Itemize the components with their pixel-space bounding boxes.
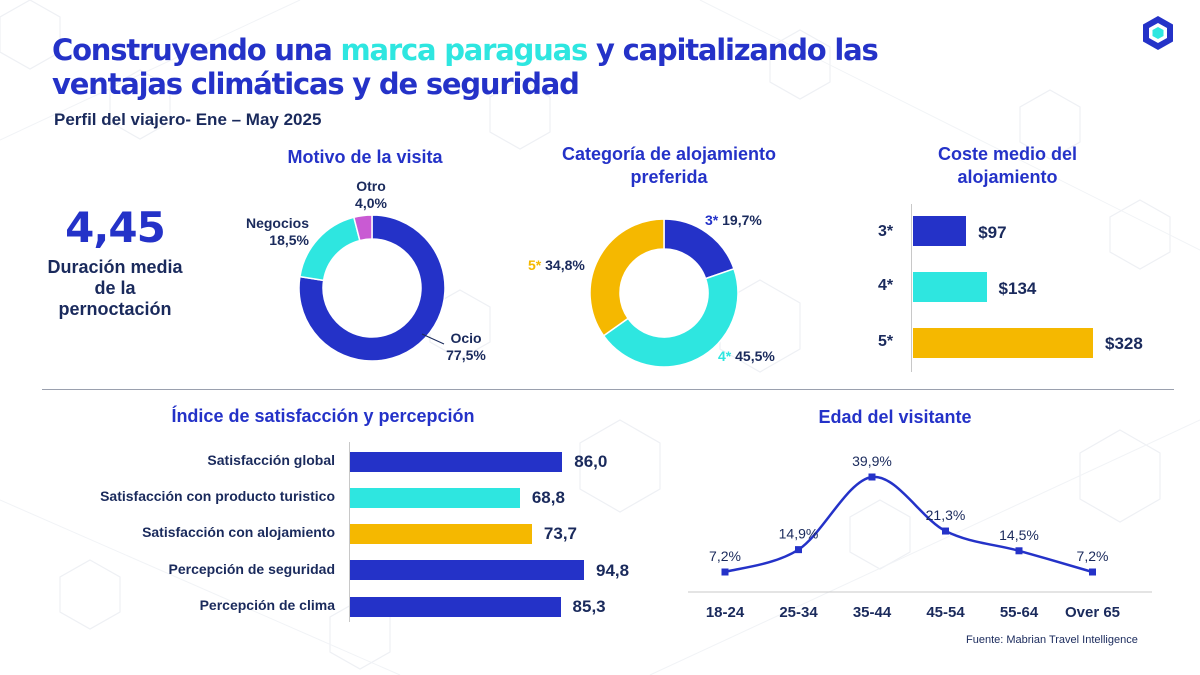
accommodation-category-donut (589, 218, 739, 368)
satisfaction-value-accommodation: 73,7 (543, 524, 577, 543)
satisfaction-label-accommodation: Satisfacción con alojamiento (142, 524, 335, 540)
cost-bar-3-star (913, 216, 967, 246)
visit-reason-title: Motivo de la visita (287, 147, 443, 167)
title-part-1: Construyendo una (52, 33, 341, 67)
label-3-star-value: 19,7% (722, 212, 762, 228)
age-point-35-44 (868, 473, 876, 481)
satisfaction-label-security: Percepción de seguridad (168, 561, 336, 577)
age-value-label-25-34: 14,9% (779, 526, 819, 542)
age-point-45-54 (942, 527, 949, 535)
label-5-star: 5* 34,8% (528, 257, 585, 274)
age-point-55-64 (1015, 547, 1023, 555)
age-tick-45-54: 45-54 (926, 604, 965, 621)
brand-logo-icon (1143, 16, 1173, 50)
label-ocio: Ocio 77,5% (442, 330, 490, 364)
satisfaction-bar-accommodation (350, 524, 532, 544)
page-title-line-2: ventajas climáticas y de seguridad (52, 67, 580, 101)
label-3-star-name: 3* (705, 212, 719, 228)
satisfaction-bar-global (350, 452, 563, 472)
label-negocios-name: Negocios (245, 215, 309, 231)
stay-duration-value: 4,45 (65, 203, 166, 252)
accommodation-slice-4 (602, 267, 739, 368)
age-value-label-45-54: 21,3% (926, 507, 966, 523)
satisfaction-label-global: Satisfacción global (207, 452, 335, 468)
visit-reason-slice-ocio (298, 214, 446, 362)
accommodation-cost-title: Coste medio del alojamiento (937, 144, 1078, 187)
age-point-over-65 (1089, 568, 1096, 576)
satisfaction-bar-climate (350, 597, 561, 617)
title-part-2: y capitalizando las (587, 33, 879, 67)
age-tick-35-44: 35-44 (853, 604, 892, 621)
cost-value-5-star: $328 (1105, 334, 1143, 353)
section-divider (42, 389, 1174, 390)
age-value-label-55-64: 14,5% (999, 527, 1039, 543)
stay-duration-label: Duración media de la pernoctación (47, 257, 183, 319)
page-subtitle: Perfil del viajero- Ene – May 2025 (54, 110, 322, 129)
source-note: Fuente: Mabrian Travel Intelligence (966, 634, 1138, 646)
cost-category-4-star: 4* (878, 277, 894, 294)
label-negocios-value: 18,5% (269, 232, 309, 248)
label-3-star: 3* 19,7% (705, 212, 762, 229)
page-title: Construyendo una marca paraguas y capita… (52, 33, 879, 101)
cost-category-3-star: 3* (878, 223, 894, 240)
satisfaction-axis-line (349, 442, 350, 622)
label-negocios: Negocios 18,5% (225, 215, 309, 249)
age-value-label-over-65: 7,2% (1077, 548, 1109, 564)
satisfaction-value-global: 86,0 (574, 452, 608, 471)
label-5-star-value: 34,8% (545, 257, 585, 273)
visitor-age-line-chart: 7,2% 18-24 14,9% 25-34 39,9% 35-44 21,3% 45-54 1… (688, 453, 1152, 621)
cost-bar-4-star (913, 272, 987, 302)
age-tick-18-24: 18-24 (706, 604, 745, 621)
cost-value-4-star: $134 (998, 279, 1037, 298)
age-series-line (724, 475, 1093, 574)
satisfaction-bar-product (350, 488, 520, 508)
label-otro-value: 4,0% (355, 195, 387, 211)
cost-category-5-star: 5* (878, 333, 894, 350)
label-5-star-name: 5* (528, 257, 542, 273)
label-4-star: 4* 45,5% (718, 348, 775, 365)
age-tick-over-65: Over 65 (1065, 604, 1120, 621)
age-value-label-35-44: 39,9% (852, 453, 892, 469)
age-value-label-18-24: 7,2% (709, 548, 741, 564)
satisfaction-value-security: 94,8 (596, 561, 630, 580)
label-ocio-name: Ocio (450, 330, 482, 346)
visit-reason-donut (298, 214, 446, 362)
satisfaction-value-product: 68,8 (531, 488, 565, 507)
cost-axis-line (911, 204, 912, 372)
satisfaction-title: Índice de satisfacción y percepción (171, 406, 475, 426)
age-tick-25-34: 25-34 (779, 604, 818, 621)
ocio-leader-line (421, 333, 445, 345)
accommodation-slice-5 (589, 218, 665, 337)
cost-bar-5-star (913, 328, 1093, 358)
visitor-age-title: Edad del visitante (818, 407, 972, 427)
cost-value-3-star: $97 (978, 223, 1007, 242)
page-title-line-1: Construyendo una marca paraguas y capita… (52, 33, 879, 67)
label-4-star-name: 4* (718, 348, 732, 364)
label-ocio-value: 77,5% (446, 347, 486, 363)
age-point-25-34 (795, 546, 802, 554)
age-tick-55-64: 55-64 (1000, 604, 1039, 621)
satisfaction-bar-security (350, 560, 584, 580)
satisfaction-label-product: Satisfacción con producto turistico (100, 488, 335, 504)
accommodation-category-title: Categoría de alojamiento preferida (561, 144, 777, 187)
satisfaction-label-climate: Percepción de clima (199, 597, 335, 613)
label-otro: Otro 4,0% (351, 178, 391, 212)
label-otro-name: Otro (356, 178, 386, 194)
label-4-star-value: 45,5% (735, 348, 775, 364)
visit-reason-slice-otro (352, 214, 373, 242)
satisfaction-value-climate: 85,3 (572, 597, 606, 616)
title-highlight: marca paraguas (340, 33, 588, 67)
age-point-18-24 (721, 568, 729, 576)
